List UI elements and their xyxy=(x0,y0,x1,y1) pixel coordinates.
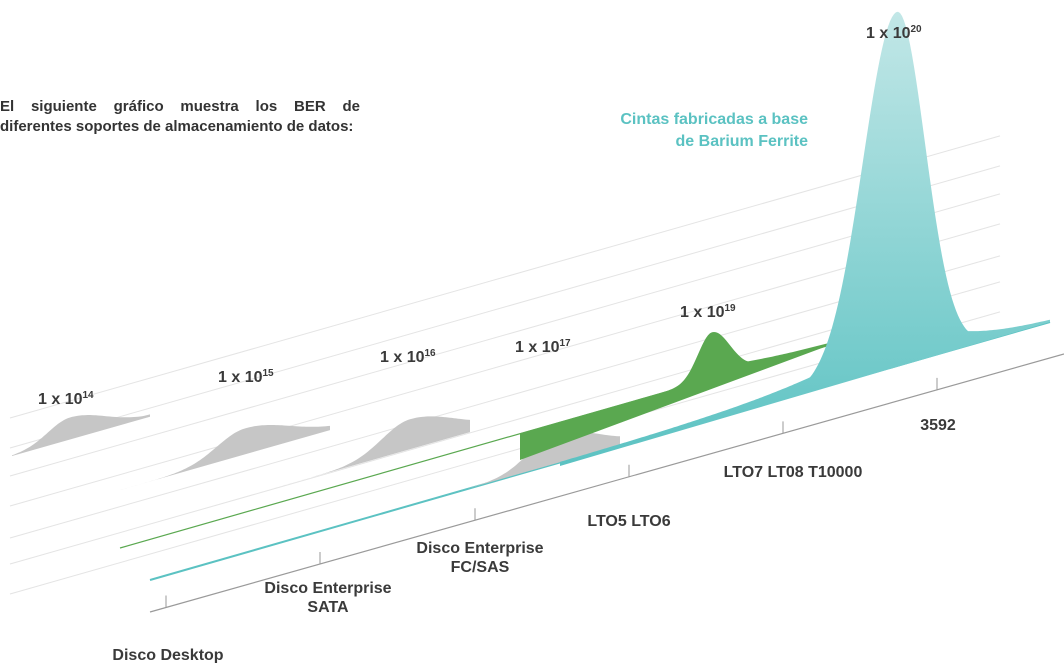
tick-label-1: Disco Enterprise xyxy=(264,580,391,597)
tick-label-0: Disco Desktop xyxy=(112,647,223,663)
peak-17 xyxy=(410,431,620,505)
tick-label-2: FC/SAS xyxy=(451,559,510,576)
value-label-15: 1 x 1015 xyxy=(218,368,274,386)
tick-label-3: LTO5 LTO6 xyxy=(587,513,670,530)
annotation-line-1: Cintas fabricadas a base xyxy=(620,111,808,128)
grid-line xyxy=(9,165,1001,449)
value-label-19: 1 x 1019 xyxy=(680,303,736,321)
value-label-16: 1 x 1016 xyxy=(380,348,436,366)
tick-label-2: Disco Enterprise xyxy=(416,540,543,557)
axis-line xyxy=(149,353,1064,613)
grid-line xyxy=(9,135,1001,419)
peak-20 xyxy=(560,11,1050,467)
grid-line xyxy=(9,255,1001,539)
peak-16 xyxy=(260,416,470,492)
peak-14 xyxy=(12,414,150,456)
value-label-14: 1 x 1014 xyxy=(38,390,94,408)
value-labels: 1 x 1014 1 x 1015 1 x 1016 1 x 1017 1 x 1019… xyxy=(38,24,922,408)
peaks xyxy=(12,11,1050,505)
annotation-line-2: de Barium Ferrite xyxy=(676,133,809,150)
tick-label-4: LTO7 LT08 T10000 xyxy=(724,464,863,481)
intro-text: El siguiente gráfico muestra los BER de … xyxy=(0,98,360,135)
peak-15 xyxy=(120,425,330,490)
peak-19 xyxy=(520,332,830,460)
grid-line xyxy=(9,193,1001,477)
grid-line xyxy=(9,223,1001,507)
tick-labels: Disco Desktop Disco Enterprise SATA Disco E… xyxy=(112,417,955,663)
x-axis xyxy=(149,353,1064,613)
value-label-20: 1 x 1020 xyxy=(866,24,922,42)
tick-label-1: SATA xyxy=(307,599,349,616)
value-label-17: 1 x 1017 xyxy=(515,338,571,356)
tick-label-5: 3592 xyxy=(920,417,956,434)
